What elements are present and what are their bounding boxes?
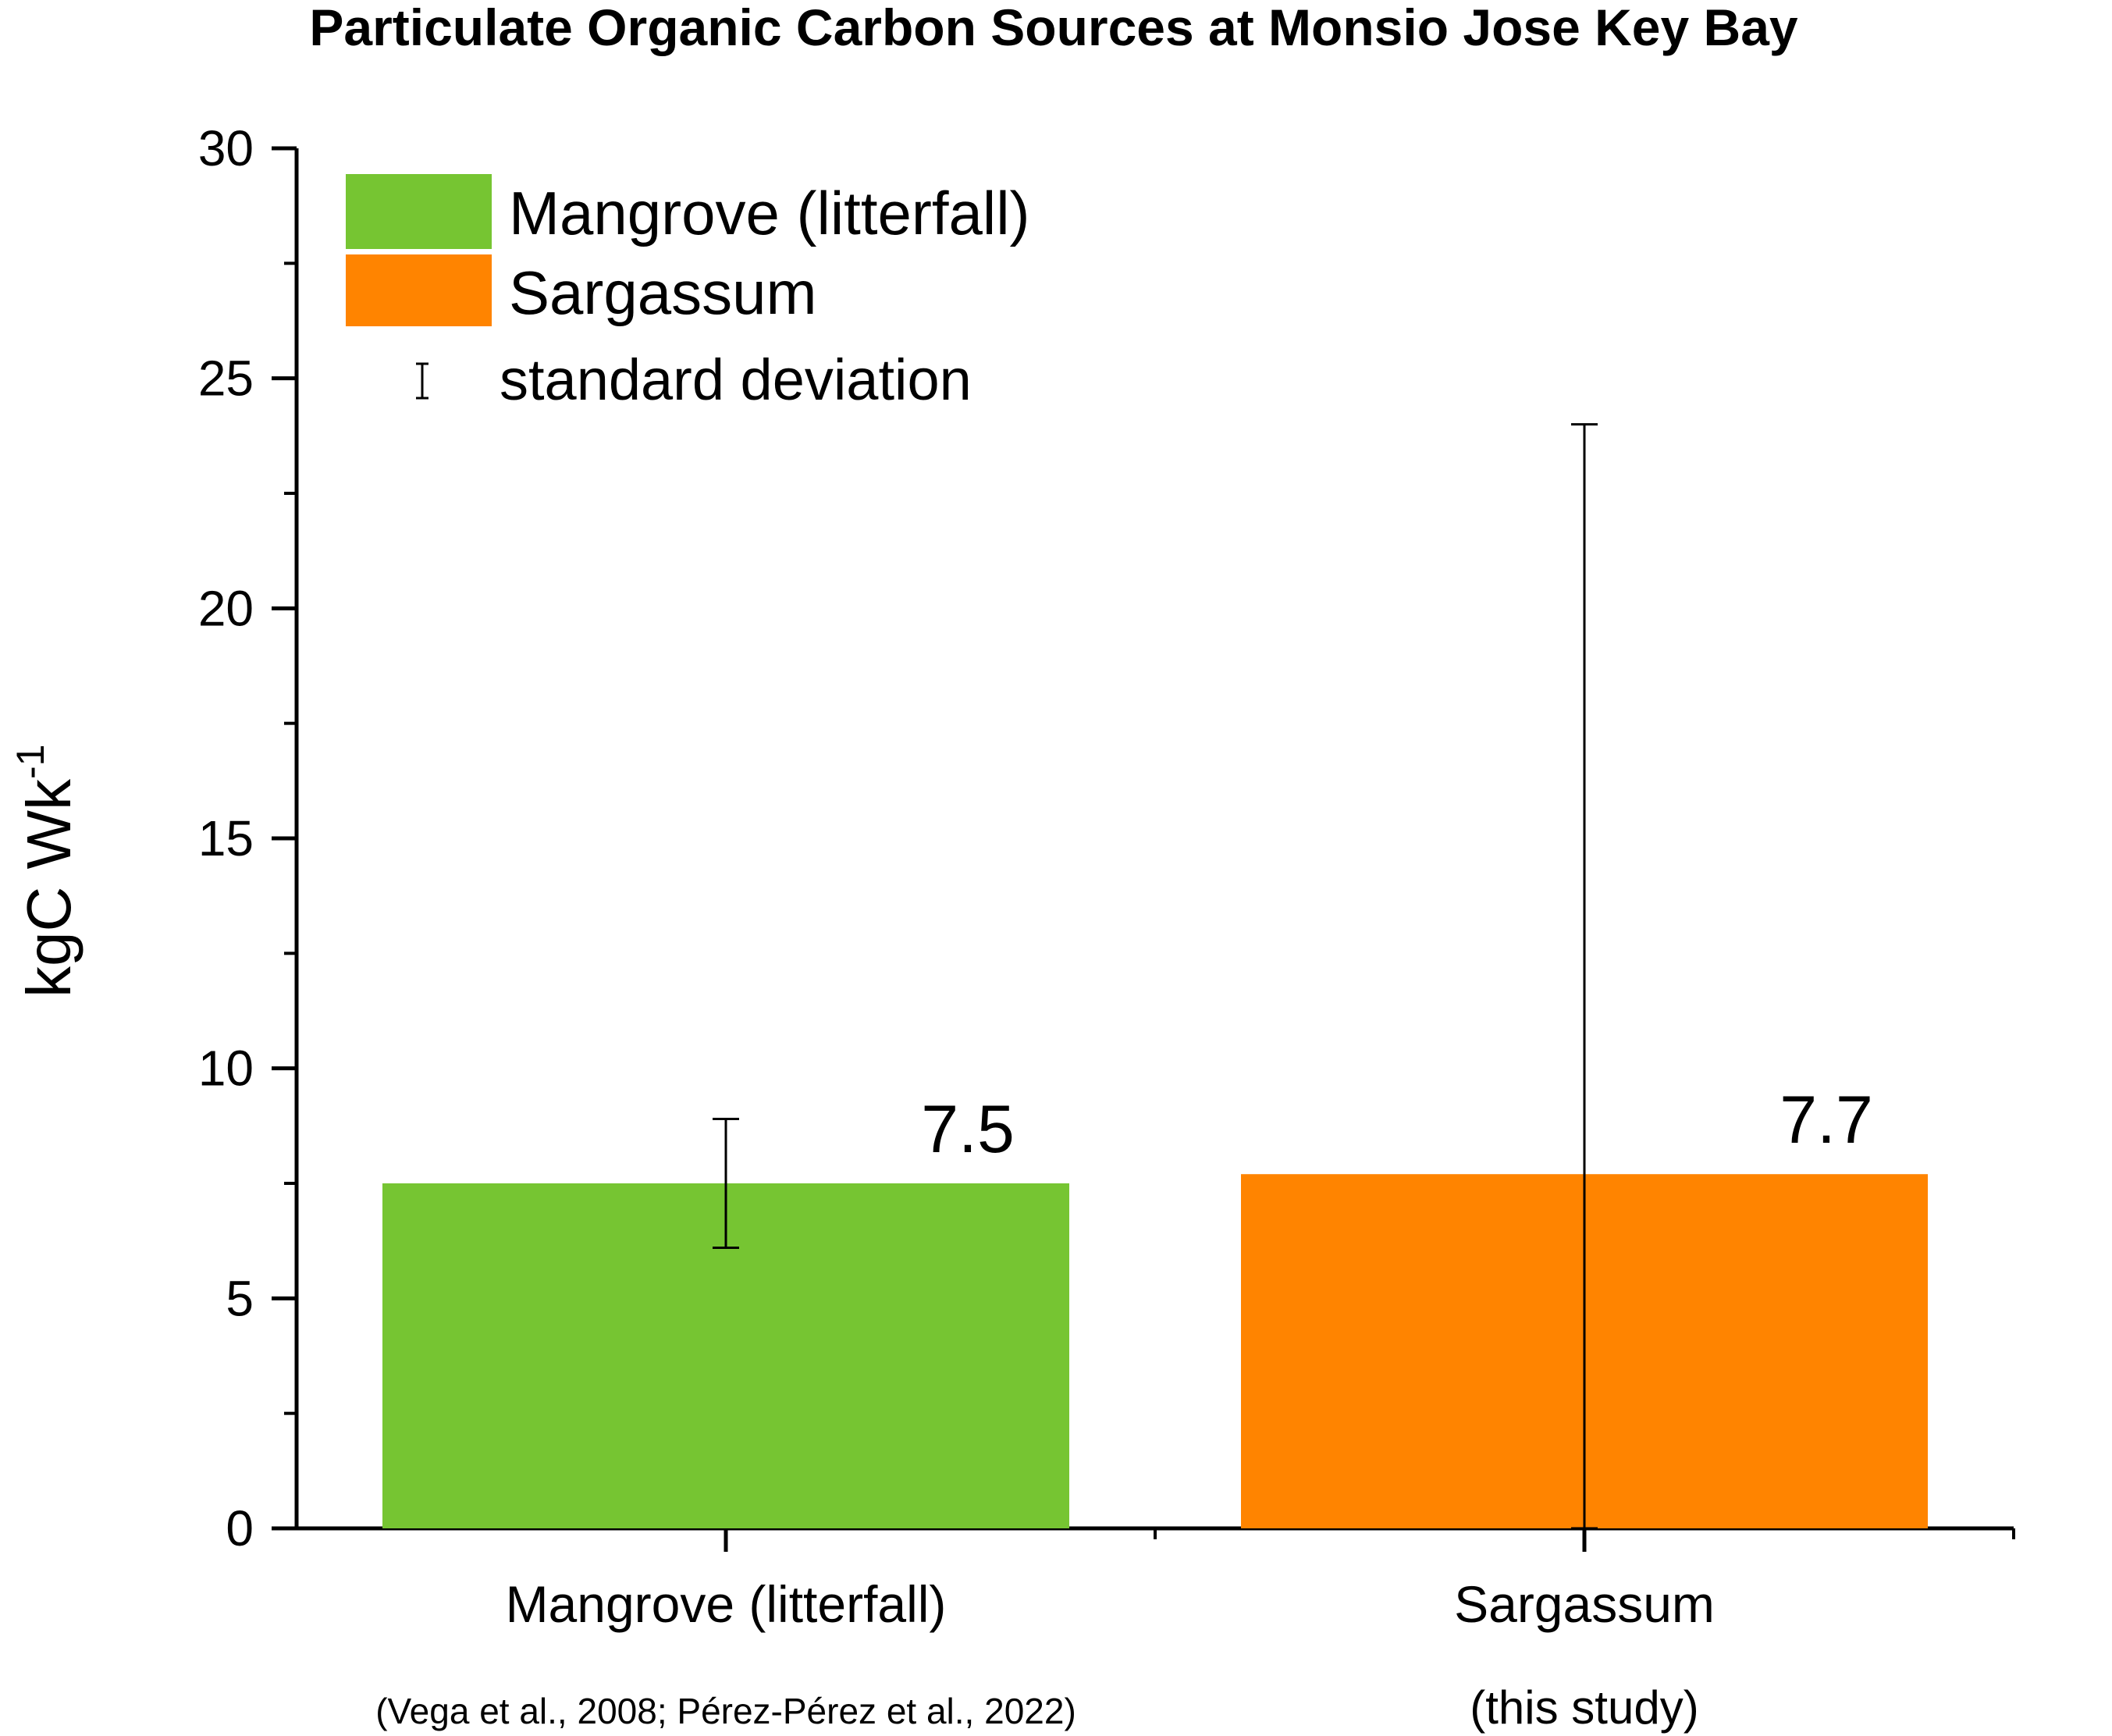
y-axis-label: kgC Wk-1 [9, 745, 84, 998]
x-tick-label: Sargassum [1454, 1575, 1715, 1633]
value-labels: 7.5 7.7 [921, 1083, 1873, 1167]
y-tick-label: 5 [226, 1270, 254, 1326]
legend-label-sargassum: Sargassum [509, 258, 817, 327]
y-tick-label: 25 [198, 350, 254, 407]
bars [382, 1174, 1928, 1528]
y-axis-label-text: kgC Wk [14, 778, 84, 998]
data-label: 7.5 [921, 1092, 1015, 1167]
x-tick-labels: Mangrove (litterfall) (Vega et al., 2008;… [375, 1575, 1715, 1734]
legend-swatch-sargassum [346, 254, 492, 326]
y-tick-label: 30 [198, 120, 254, 176]
y-axis-label-superscript: -1 [9, 745, 52, 779]
legend: Mangrove (litterfall) Sargassum standard… [346, 174, 1030, 412]
x-tick-label: Mangrove (litterfall) [506, 1575, 947, 1633]
error-bar [713, 1117, 739, 1250]
legend-error-bar-icon [416, 362, 428, 400]
x-tick-sublabel: (this study) [1470, 1681, 1698, 1734]
chart-title: Particulate Organic Carbon Sources at Mo… [309, 0, 1798, 56]
legend-label-mangrove: Mangrove (litterfall) [509, 179, 1030, 247]
y-tick-label: 10 [198, 1041, 254, 1097]
legend-label-std: standard deviation [500, 347, 972, 412]
data-label: 7.7 [1780, 1083, 1873, 1158]
legend-swatch-mangrove [346, 174, 492, 249]
y-tick-label: 20 [198, 580, 254, 636]
error-bar [1571, 423, 1598, 1530]
y-tick-label: 15 [198, 810, 254, 866]
y-tick-label: 0 [226, 1500, 254, 1556]
error-bars [713, 423, 1598, 1530]
x-tick-sublabel: (Vega et al., 2008; Pérez-Pérez et al., … [375, 1691, 1076, 1731]
